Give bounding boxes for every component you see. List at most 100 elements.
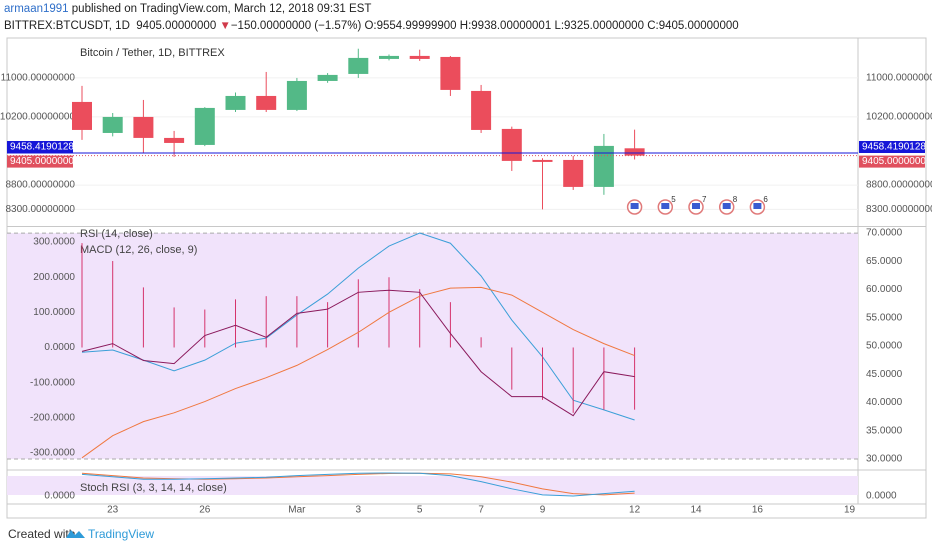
price-tag-label: 9405.00000000 bbox=[10, 156, 80, 167]
event-icon bbox=[718, 199, 735, 215]
y2-tick-label: 35.0000 bbox=[866, 425, 903, 436]
event-count: 7 bbox=[702, 195, 707, 204]
y2-tick-label: 8800.00000000 bbox=[866, 180, 932, 191]
candle-body bbox=[440, 56, 461, 90]
y-tick-label: 100.0000 bbox=[33, 307, 75, 318]
indicator-line bbox=[81, 232, 635, 421]
x-tick-label: 26 bbox=[199, 505, 211, 516]
y-tick-label: -300.0000 bbox=[30, 448, 75, 459]
price-tag-label: 9405.00000000 bbox=[862, 156, 932, 167]
price-tag bbox=[7, 155, 73, 168]
candle-body bbox=[348, 57, 369, 74]
candle-body bbox=[563, 159, 584, 187]
candle-body bbox=[501, 128, 522, 161]
y2-tick-label: 55.0000 bbox=[866, 312, 903, 323]
x-tick-label: 9 bbox=[540, 505, 546, 516]
footer-created: Created with bbox=[8, 527, 75, 541]
event-flag bbox=[692, 203, 700, 209]
x-tick-label: 5 bbox=[417, 505, 423, 516]
candle-body bbox=[194, 107, 215, 145]
event-flag bbox=[630, 203, 639, 209]
legend-entry: RSI (14, close) bbox=[80, 228, 153, 240]
candle-body bbox=[624, 148, 645, 156]
y2-tick-label: 30.0000 bbox=[866, 454, 903, 465]
x-tick-label: 14 bbox=[690, 505, 702, 516]
candle-body bbox=[133, 116, 154, 138]
stoch-d-line bbox=[81, 472, 635, 496]
symbol-line: BITTREX:BTCUSDT, 1D 9405.00000000 ▼−150.… bbox=[4, 20, 739, 32]
candle-body bbox=[317, 74, 338, 81]
candle-body bbox=[164, 137, 185, 143]
footer-brand[interactable]: TradingView bbox=[88, 527, 154, 541]
pane-title: Bitcoin / Tether, 1D, BITTREX bbox=[80, 47, 225, 59]
logo bbox=[66, 530, 85, 538]
y-tick-label: 300.0000 bbox=[33, 237, 75, 248]
y-tick-label: 10200.00000000 bbox=[0, 112, 75, 123]
y2-tick-label: 40.0000 bbox=[866, 397, 903, 408]
candle-body bbox=[532, 159, 553, 162]
event-count: 6 bbox=[763, 195, 768, 204]
symbol: BITTREX:BTCUSDT, 1D bbox=[4, 20, 130, 32]
candle-body bbox=[286, 80, 307, 110]
publish-line: armaan1991 published on TradingView.com,… bbox=[4, 3, 371, 15]
user[interactable]: armaan1991 bbox=[4, 3, 69, 15]
published: published on TradingView.com, March 12, … bbox=[71, 3, 372, 15]
x-tick-label: 3 bbox=[356, 505, 362, 516]
candle-body bbox=[72, 101, 92, 130]
y2-tick-label: 11000.00000000 bbox=[866, 73, 932, 84]
signal-line bbox=[81, 286, 635, 459]
change: −150.00000000 (−1.57%) bbox=[230, 20, 362, 32]
legend-entry: MACD (12, 26, close, 9) bbox=[80, 244, 197, 256]
event-icon bbox=[688, 199, 704, 215]
frame bbox=[6, 37, 927, 519]
y2-tick-label: 60.0000 bbox=[866, 284, 903, 295]
y2-tick-label: 0.0000 bbox=[866, 491, 897, 502]
event-icon bbox=[749, 199, 766, 215]
candle-body bbox=[593, 145, 614, 187]
y-tick-label: 8800.00000000 bbox=[5, 180, 75, 191]
y-tick-label: 8300.00000000 bbox=[5, 204, 75, 215]
x-tick-label: 19 bbox=[844, 505, 856, 516]
x-tick-label: 12 bbox=[629, 505, 641, 516]
low: L:9325.00000000 bbox=[554, 20, 644, 32]
x-tick-label: Mar bbox=[288, 505, 306, 516]
high: H:9938.00000001 bbox=[459, 20, 552, 32]
x-tick-label: 7 bbox=[478, 505, 484, 516]
candle-body bbox=[471, 90, 492, 130]
y2-tick-label: 50.0000 bbox=[866, 341, 903, 352]
open: O:9554.99999900 bbox=[364, 20, 457, 32]
y-tick-label: 11000.00000000 bbox=[1, 73, 76, 84]
y2-tick-label: 70.0000 bbox=[866, 228, 903, 239]
event-icon bbox=[657, 199, 674, 215]
event-flag bbox=[753, 203, 762, 209]
event-flag bbox=[661, 203, 670, 209]
price-tag-label: 9458.41901280 bbox=[10, 142, 80, 153]
x-tick-label: 16 bbox=[752, 505, 764, 516]
indicator-line bbox=[81, 289, 635, 417]
price-tag-label: 9458.41901280 bbox=[862, 142, 932, 153]
last: 9405.00000000 bbox=[136, 20, 217, 32]
event-flag bbox=[722, 203, 731, 209]
x-tick-label: 23 bbox=[107, 505, 119, 516]
y-tick-label: 0.0000 bbox=[44, 491, 75, 502]
y-tick-label: -200.0000 bbox=[30, 412, 75, 423]
price-tag bbox=[859, 155, 925, 168]
event-count: 8 bbox=[733, 195, 738, 204]
candle-body bbox=[225, 95, 246, 110]
stoch-k-line bbox=[81, 472, 635, 497]
candle-body bbox=[256, 95, 277, 110]
y-tick-label: 0.0000 bbox=[44, 342, 75, 353]
rsi-band bbox=[7, 233, 858, 459]
y2-tick-label: 65.0000 bbox=[866, 256, 903, 267]
candle-body bbox=[379, 55, 399, 59]
close: C:9405.00000000 bbox=[647, 20, 739, 32]
legend-entry: Stoch RSI (3, 3, 14, 14, close) bbox=[80, 482, 227, 494]
price-tag bbox=[859, 141, 925, 154]
y2-tick-label: 10200.00000000 bbox=[866, 112, 932, 123]
arrow: ▼ bbox=[219, 20, 231, 32]
candle-body bbox=[409, 55, 430, 59]
event-count: 5 bbox=[671, 195, 676, 204]
y2-tick-label: 45.0000 bbox=[866, 369, 903, 380]
